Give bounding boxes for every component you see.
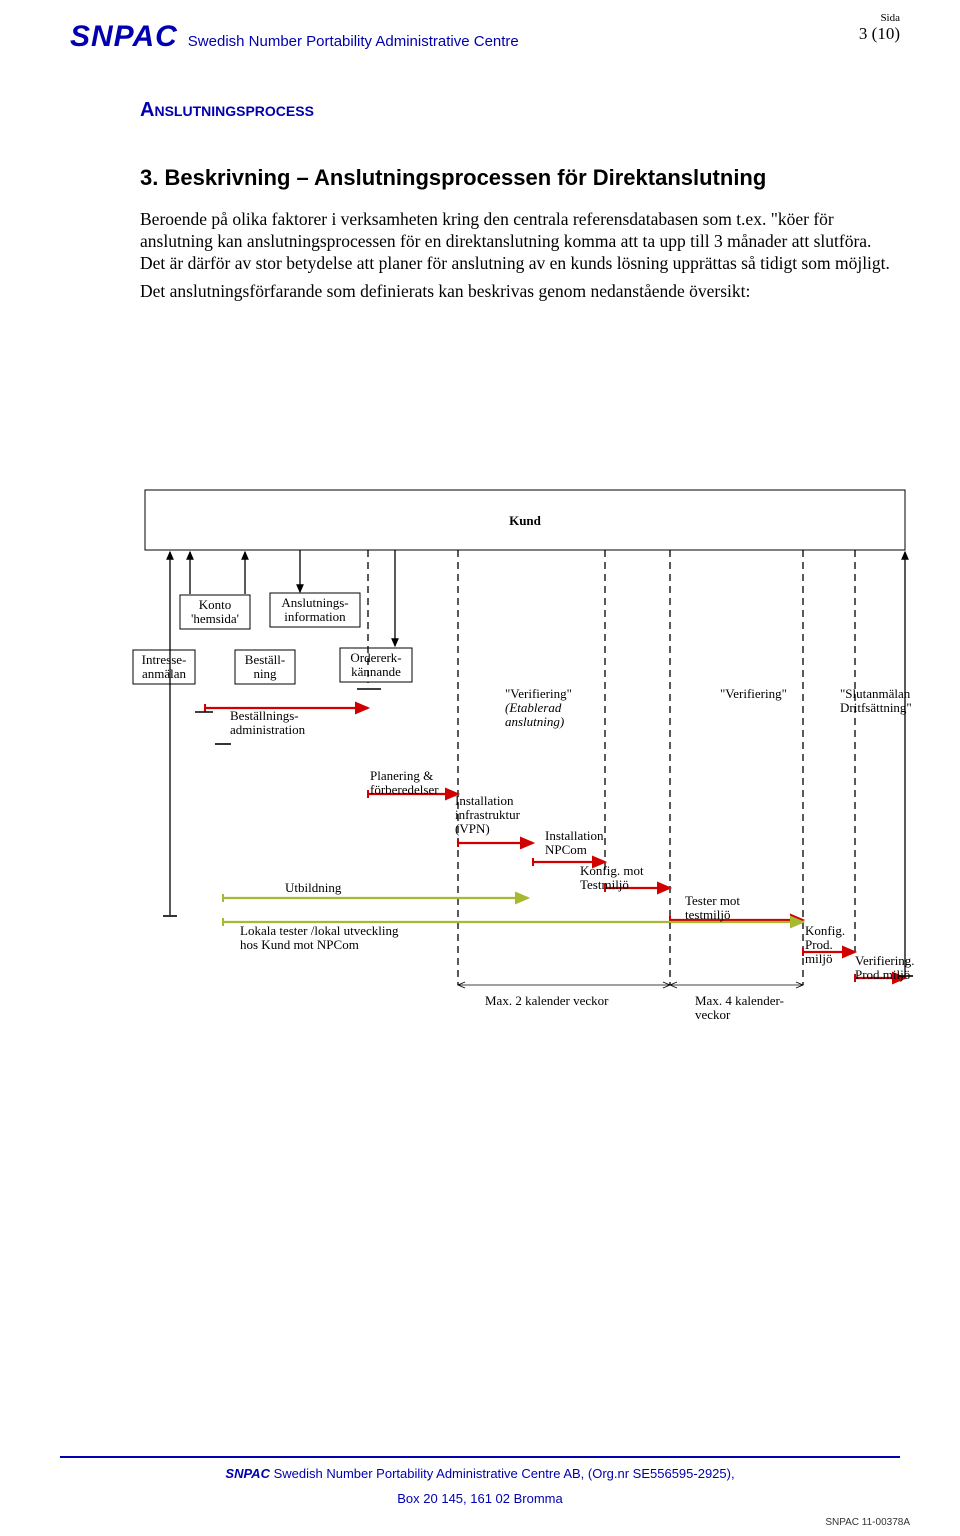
section-title-lead: A — [140, 99, 154, 121]
svg-text:"Slutanmälan: "Slutanmälan — [840, 686, 911, 701]
content-area: 3. Beskrivning – Anslutningsprocessen fö… — [140, 165, 900, 309]
heading-3: 3. Beskrivning – Anslutningsprocessen fö… — [140, 165, 900, 191]
svg-text:Beställ-: Beställ- — [245, 652, 285, 667]
page-label: Sida — [859, 12, 900, 24]
svg-text:ning: ning — [253, 666, 277, 681]
svg-text:veckor: veckor — [695, 1007, 731, 1022]
svg-text:Testmiljö: Testmiljö — [580, 877, 629, 892]
svg-text:Installation: Installation — [455, 793, 514, 808]
svg-text:Konto: Konto — [199, 597, 232, 612]
svg-text:Anslutnings-: Anslutnings- — [281, 595, 348, 610]
svg-text:Lokala tester /lokal utvecklin: Lokala tester /lokal utveckling — [240, 923, 399, 938]
logo-text: SNPAC — [70, 20, 178, 54]
svg-text:Prod.: Prod. — [805, 937, 833, 952]
svg-text:förberedelser: förberedelser — [370, 782, 439, 797]
page-header: SNPAC Swedish Number Portability Adminis… — [70, 20, 900, 122]
svg-text:hos Kund mot NPCom: hos Kund mot NPCom — [240, 937, 359, 952]
svg-text:"Verifiering": "Verifiering" — [505, 686, 572, 701]
footer-line-2: Box 20 145, 161 02 Bromma — [60, 1491, 900, 1506]
svg-text:"Verifiering": "Verifiering" — [720, 686, 787, 701]
svg-text:Konfig. mot: Konfig. mot — [580, 863, 644, 878]
svg-text:kännande: kännande — [351, 664, 401, 679]
svg-text:anmälan: anmälan — [142, 666, 187, 681]
paragraph-2: Det anslutningsförfarande som definierat… — [140, 281, 900, 303]
svg-text:NPCom: NPCom — [545, 842, 587, 857]
svg-text:Tester mot: Tester mot — [685, 893, 740, 908]
svg-text:Ordererk-: Ordererk- — [350, 650, 401, 665]
svg-text:infrastruktur: infrastruktur — [455, 807, 521, 822]
footer-line-1: SNPAC Swedish Number Portability Adminis… — [60, 1466, 900, 1481]
svg-text:testmiljö: testmiljö — [685, 907, 731, 922]
svg-text:Kund: Kund — [509, 513, 542, 528]
svg-text:Utbildning: Utbildning — [285, 880, 342, 895]
svg-text:(VPN): (VPN) — [455, 821, 490, 836]
paragraph-1: Beroende på olika faktorer i verksamhete… — [140, 209, 900, 275]
logo-subtitle: Swedish Number Portability Administrativ… — [188, 33, 519, 50]
svg-text:Konfig.: Konfig. — [805, 923, 845, 938]
svg-text:Dritfsättning": Dritfsättning" — [840, 700, 912, 715]
process-diagram: Kund Konto'hemsida' Anslutnings-informatio… — [85, 480, 915, 1080]
svg-text:administration: administration — [230, 722, 306, 737]
footer-text-1: Swedish Number Portability Administrativ… — [270, 1466, 735, 1481]
svg-text:Beställnings-: Beställnings- — [230, 708, 299, 723]
page-number-block: Sida 3 (10) — [859, 12, 900, 44]
process-diagram-svg: Kund Konto'hemsida' Anslutnings-informatio… — [85, 480, 915, 1080]
svg-text:Verifiering.: Verifiering. — [855, 953, 915, 968]
document-id: SNPAC 11-00378A — [825, 1517, 910, 1528]
svg-text:information: information — [284, 609, 346, 624]
svg-text:miljö: miljö — [805, 951, 832, 966]
svg-text:anslutning): anslutning) — [505, 714, 564, 729]
section-title: ANSLUTNINGSPROCESS — [140, 99, 900, 122]
svg-text:Max. 2 kalender veckor: Max. 2 kalender veckor — [485, 993, 609, 1008]
section-title-rest: NSLUTNINGSPROCESS — [154, 103, 313, 119]
svg-text:'hemsida': 'hemsida' — [191, 611, 239, 626]
footer-rule — [60, 1456, 900, 1458]
svg-text:(Etablerad: (Etablerad — [505, 700, 562, 715]
page-footer: SNPAC Swedish Number Portability Adminis… — [60, 1456, 900, 1506]
svg-text:Prod.miljö: Prod.miljö — [855, 967, 910, 982]
logo-line: SNPAC Swedish Number Portability Adminis… — [70, 20, 900, 54]
svg-text:Max. 4 kalender-: Max. 4 kalender- — [695, 993, 784, 1008]
page-number: 3 (10) — [859, 24, 900, 44]
svg-text:Installation: Installation — [545, 828, 604, 843]
svg-text:Planering &: Planering & — [370, 768, 433, 783]
footer-logo: SNPAC — [225, 1466, 270, 1481]
svg-text:Intresse-: Intresse- — [142, 652, 187, 667]
